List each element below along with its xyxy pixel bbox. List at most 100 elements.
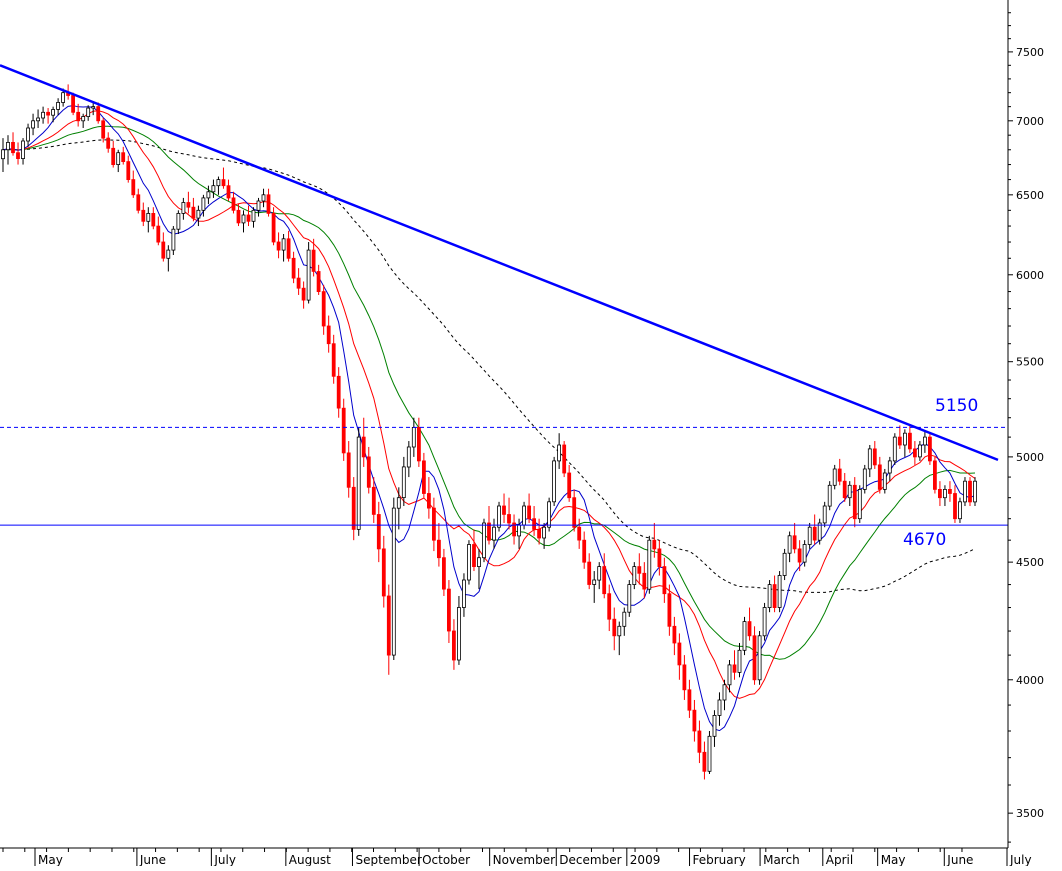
candle — [797, 540, 802, 572]
candle — [657, 540, 662, 576]
candle — [16, 142, 20, 165]
x-month-label: March — [763, 853, 800, 866]
candle — [321, 284, 326, 335]
candle — [802, 540, 807, 567]
candle — [552, 456, 556, 507]
candle — [226, 179, 231, 201]
candle — [507, 497, 511, 530]
ma-blue-line — [2, 105, 976, 732]
candle — [446, 580, 451, 644]
candle — [948, 481, 952, 502]
annotation-lines — [0, 64, 1008, 526]
candle — [346, 441, 351, 498]
y-tick-label: 3500 — [1016, 807, 1044, 820]
candle — [131, 170, 136, 198]
candle — [817, 518, 822, 545]
candle — [331, 334, 336, 384]
candle — [512, 514, 516, 545]
candle — [782, 548, 787, 581]
candle — [712, 710, 717, 747]
candle — [21, 138, 25, 165]
candle — [908, 425, 912, 453]
candle — [406, 441, 411, 478]
candle — [752, 626, 757, 685]
candle — [76, 103, 81, 127]
candle — [451, 619, 456, 670]
candle — [81, 113, 86, 128]
candle — [872, 441, 877, 469]
candle — [96, 102, 101, 124]
candle — [918, 441, 922, 461]
candle — [371, 477, 376, 523]
candle — [126, 155, 131, 183]
candle — [567, 464, 572, 502]
y-tick-label: 7500 — [1016, 46, 1044, 59]
axes: 7500 7000 6500 6000 5500 5000 4500 4000 3500 May J… — [0, 0, 1044, 867]
candle — [933, 456, 937, 494]
candle — [652, 522, 657, 558]
candle — [356, 427, 361, 536]
ma-long-dashed-line — [2, 139, 976, 593]
x-month-label: July — [1009, 853, 1032, 866]
candle — [326, 315, 331, 353]
x-month-label: June — [946, 853, 973, 866]
candle — [777, 571, 782, 613]
candle — [692, 699, 697, 742]
candle — [36, 109, 40, 128]
candle — [106, 132, 111, 153]
candle — [577, 518, 582, 549]
candle — [306, 242, 311, 304]
candle — [852, 477, 857, 528]
candle — [767, 580, 772, 613]
candle — [121, 146, 126, 165]
candle — [732, 650, 737, 680]
candle — [216, 176, 221, 195]
candle — [762, 602, 767, 641]
candle — [582, 531, 587, 569]
candle — [201, 194, 206, 217]
candle — [276, 232, 281, 259]
candle — [827, 481, 832, 511]
x-month-label: December — [559, 853, 621, 866]
candle — [482, 518, 486, 563]
y-tick-label: 6000 — [1016, 269, 1044, 282]
candle — [186, 191, 191, 214]
candle — [26, 123, 31, 147]
candle — [627, 580, 632, 617]
candle — [502, 493, 506, 523]
candle — [958, 497, 962, 523]
candle — [431, 497, 436, 552]
candle — [938, 481, 942, 507]
candle — [341, 398, 346, 461]
candle — [537, 518, 541, 545]
candle — [892, 433, 897, 465]
candle — [281, 234, 286, 262]
x-month-label: June — [139, 853, 166, 866]
candle — [612, 607, 617, 651]
candle — [642, 562, 647, 599]
candle — [923, 431, 927, 453]
candle — [772, 575, 777, 613]
candle — [461, 573, 466, 617]
y-tick-label: 7000 — [1016, 115, 1044, 128]
candle — [757, 631, 762, 685]
candle — [722, 679, 727, 711]
candle — [702, 741, 707, 780]
candle — [31, 113, 36, 136]
candle — [807, 522, 812, 549]
candle — [236, 204, 241, 227]
candle — [206, 185, 211, 205]
candle — [477, 548, 481, 590]
candle — [366, 446, 371, 494]
candle — [847, 481, 852, 507]
candle — [632, 562, 637, 590]
candle — [286, 230, 291, 262]
candle — [973, 477, 977, 507]
candle — [401, 456, 406, 507]
candle — [11, 132, 15, 156]
candle — [41, 106, 45, 124]
candle — [682, 655, 687, 700]
candle — [532, 506, 536, 536]
candle — [727, 659, 732, 693]
candle — [832, 464, 837, 490]
